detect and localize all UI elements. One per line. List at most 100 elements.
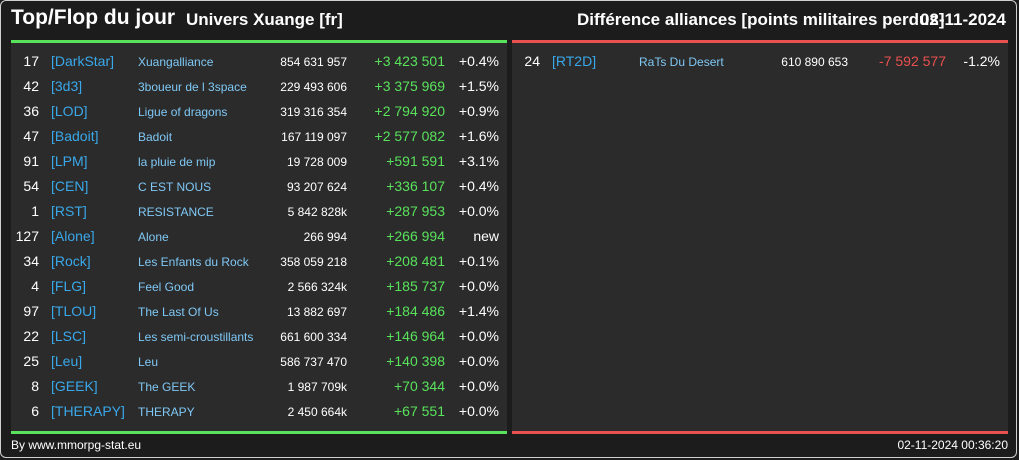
alliance-tag-link[interactable]: [Alone]: [51, 228, 95, 244]
alliance-name-link[interactable]: C EST NOUS: [138, 180, 212, 194]
total-points-cell: 586 737 470: [280, 355, 347, 369]
total-points-cell: 2 566 324k: [287, 280, 347, 294]
alliance-tag-link[interactable]: [Badoit]: [51, 128, 99, 144]
total-points-cell: 2 450 664k: [287, 405, 347, 419]
alliance-tag-link[interactable]: [Leu]: [51, 353, 83, 369]
rank-cell: 4: [31, 278, 39, 294]
alliance-row: 34 [Rock] Les Enfants du Rock 358 059 218 +2…: [11, 249, 507, 274]
alliance-name-link[interactable]: Leu: [138, 355, 159, 369]
percent-cell: +1.4%: [458, 303, 499, 319]
alliance-tag-link[interactable]: [Rock]: [51, 253, 91, 269]
alliance-row: 42 [3d3] 3boueur de l 3space 229 493 606 +3 …: [11, 74, 507, 99]
univers-label: Univers Xuange [fr]: [186, 10, 343, 29]
alliance-name-link[interactable]: Les semi-croustillants: [138, 330, 254, 344]
alliance-tag-link[interactable]: [GEEK]: [51, 378, 98, 394]
total-points-cell: 661 600 334: [280, 330, 347, 344]
rank-cell: 127: [15, 228, 39, 244]
rank-cell: 42: [23, 78, 39, 94]
difference-cell: +266 994: [386, 228, 445, 244]
percent-cell: +0.4%: [458, 53, 499, 69]
alliance-row: 8 [GEEK] The GEEK 1 987 709k +70 344 +0.0%: [11, 374, 507, 399]
percent-cell: +0.0%: [458, 403, 499, 419]
total-points-cell: 19 728 009: [286, 155, 347, 169]
alliance-row: 91 [LPM] la pluie de mip 19 728 009 +591 591…: [11, 149, 507, 174]
total-points-cell: 13 882 697: [286, 305, 347, 319]
difference-cell: +185 737: [386, 278, 445, 294]
alliance-row: 24 [RT2D] RaTs Du Desert 610 890 653 -7 592 …: [512, 49, 1008, 74]
alliance-row: 127 [Alone] Alone 266 994 +266 994 new: [11, 224, 507, 249]
difference-cell: +208 481: [386, 253, 445, 269]
percent-cell: +0.0%: [458, 278, 499, 294]
alliance-name-link[interactable]: RESISTANCE: [138, 205, 214, 219]
percent-cell: +0.0%: [458, 353, 499, 369]
alliance-row: 6 [THERAPY] THERAPY 2 450 664k +67 551 +0.0%: [11, 399, 507, 424]
rank-cell: 6: [31, 403, 39, 419]
rank-cell: 54: [23, 178, 39, 194]
alliance-tag-link[interactable]: [FLG]: [51, 278, 87, 294]
difference-cell: +70 344: [394, 378, 445, 394]
total-points-cell: 1 987 709k: [287, 380, 347, 394]
alliance-tag-link[interactable]: [RT2D]: [552, 53, 597, 69]
alliance-name-link[interactable]: Ligue of dragons: [138, 105, 228, 119]
difference-cell: +67 551: [394, 403, 445, 419]
difference-cell: -7 592 577: [879, 53, 946, 69]
total-points-cell: 854 631 957: [280, 55, 347, 69]
rank-cell: 1: [31, 203, 39, 219]
alliance-tag-link[interactable]: [LSC]: [51, 328, 87, 344]
percent-cell: +0.0%: [458, 203, 499, 219]
alliance-name-link[interactable]: Xuangalliance: [138, 55, 214, 69]
alliance-tag-link[interactable]: [LOD]: [51, 103, 88, 119]
rank-cell: 24: [524, 53, 540, 69]
total-points-cell: 319 316 354: [280, 105, 347, 119]
percent-cell: +0.0%: [458, 378, 499, 394]
difference-label: Différence alliances [points militaires …: [577, 10, 945, 29]
alliance-name-link[interactable]: Alone: [138, 230, 169, 244]
alliance-tag-link[interactable]: [LPM]: [51, 153, 88, 169]
page-title: Top/Flop du jour: [11, 6, 176, 29]
percent-cell: +0.9%: [458, 103, 499, 119]
alliance-tag-link[interactable]: [THERAPY]: [51, 403, 125, 419]
percent-cell: +3.1%: [458, 153, 499, 169]
alliance-row: 25 [Leu] Leu 586 737 470 +140 398 +0.0%: [11, 349, 507, 374]
alliance-name-link[interactable]: The GEEK: [138, 380, 196, 394]
alliance-name-link[interactable]: RaTs Du Desert: [639, 55, 724, 69]
source-link[interactable]: By www.mmorpg-stat.eu: [11, 438, 142, 452]
alliance-tag-link[interactable]: [RST]: [51, 203, 87, 219]
alliance-tag-link[interactable]: [DarkStar]: [51, 53, 115, 69]
alliance-row: 1 [RST] RESISTANCE 5 842 828k +287 953 +0.0%: [11, 199, 507, 224]
alliance-name-link[interactable]: THERAPY: [138, 405, 195, 419]
total-points-cell: 266 994: [303, 230, 347, 244]
percent-cell: +0.0%: [458, 328, 499, 344]
difference-cell: +184 486: [386, 303, 445, 319]
alliance-tag-link[interactable]: [TLOU]: [51, 303, 97, 319]
alliance-name-link[interactable]: The Last Of Us: [138, 305, 219, 319]
difference-cell: +2 577 082: [374, 128, 445, 144]
rank-cell: 47: [23, 128, 39, 144]
alliance-name-link[interactable]: Badoit: [138, 130, 173, 144]
alliance-row: 22 [LSC] Les semi-croustillants 661 600 334…: [11, 324, 507, 349]
rank-cell: 22: [23, 328, 39, 344]
footer-timestamp: 02-11-2024 00:36:20: [897, 438, 1008, 452]
alliance-name-link[interactable]: la pluie de mip: [138, 155, 216, 169]
difference-cell: +287 953: [386, 203, 445, 219]
alliance-row: 47 [Badoit] Badoit 167 119 097 +2 577 082 +1.…: [11, 124, 507, 149]
alliance-tag-link[interactable]: [3d3]: [51, 78, 83, 94]
difference-cell: +140 398: [386, 353, 445, 369]
rank-cell: 8: [31, 378, 39, 394]
total-points-cell: 93 207 624: [286, 180, 347, 194]
alliance-name-link[interactable]: 3boueur de l 3space: [138, 80, 247, 94]
rank-cell: 34: [23, 253, 39, 269]
alliance-name-link[interactable]: Les Enfants du Rock: [138, 255, 249, 269]
total-points-cell: 5 842 828k: [287, 205, 347, 219]
alliance-row: 54 [CEN] C EST NOUS 93 207 624 +336 107 +0.4%: [11, 174, 507, 199]
alliance-row: 97 [TLOU] The Last Of Us 13 882 697 +184 486…: [11, 299, 507, 324]
flop-panel: 24 [RT2D] RaTs Du Desert 610 890 653 -7 592 …: [512, 40, 1008, 434]
alliance-name-link[interactable]: Feel Good: [138, 280, 195, 294]
header-date: 02-11-2024: [919, 10, 1006, 29]
difference-cell: +591 591: [386, 153, 445, 169]
percent-cell: +0.1%: [458, 253, 499, 269]
alliance-tag-link[interactable]: [CEN]: [51, 178, 89, 194]
alliance-row: 17 [DarkStar] Xuangalliance 854 631 957 +3 4…: [11, 49, 507, 74]
total-points-cell: 167 119 097: [281, 130, 347, 144]
top-panel: 17 [DarkStar] Xuangalliance 854 631 957 +3 4…: [11, 40, 507, 434]
